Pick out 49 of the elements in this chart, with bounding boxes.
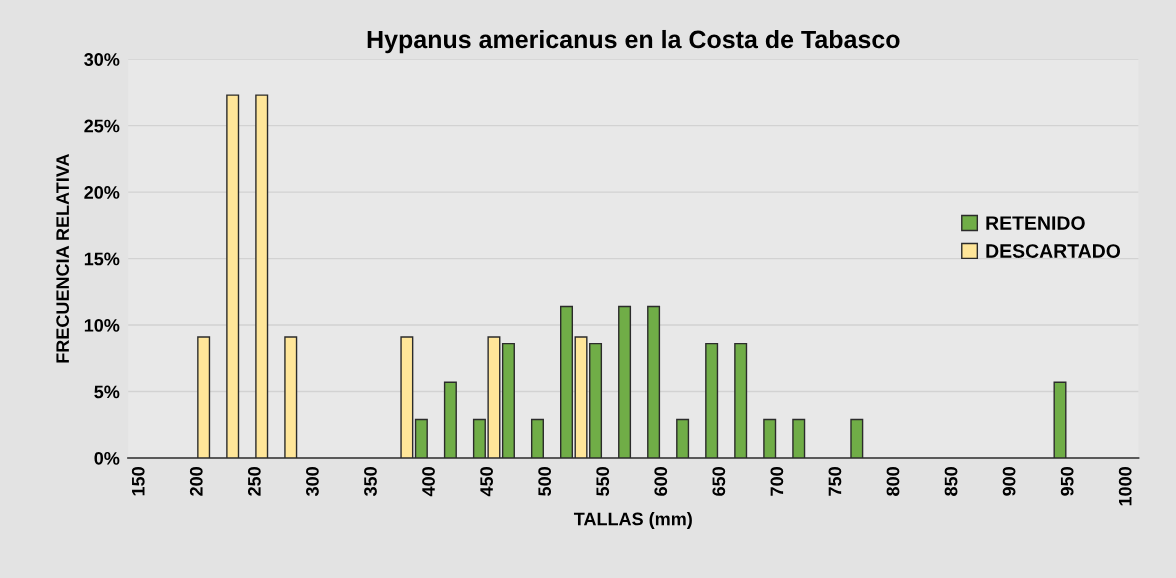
- x-tick-label: 350: [364, 467, 377, 497]
- bar: [792, 418, 806, 459]
- x-tick-label: 500: [538, 467, 552, 496]
- bar: [501, 342, 515, 459]
- y-axis-title: FRECUENCIA RELATIVA: [56, 153, 70, 363]
- x-tick-label: 550: [596, 467, 610, 496]
- x-tick-label: 600: [654, 467, 668, 496]
- bar: [443, 381, 457, 459]
- x-tick-label: 400: [422, 467, 435, 497]
- chart-title: Hypanus americanus en la Costa de Tabasco: [367, 29, 900, 54]
- x-axis-title: TALLAS (mm): [573, 512, 692, 529]
- y-tick-label: 20%: [84, 186, 120, 199]
- bar: [676, 418, 690, 459]
- bar: [618, 305, 632, 459]
- x-tick-label: 150: [131, 467, 145, 496]
- bar: [560, 305, 574, 459]
- bar: [414, 418, 428, 459]
- y-tick-label: 25%: [84, 119, 120, 133]
- bar: [1053, 381, 1067, 459]
- bar: [255, 94, 269, 459]
- x-tick-label: 700: [770, 467, 784, 496]
- x-tick-label: 750: [828, 467, 842, 496]
- y-tick-label: 30%: [84, 53, 120, 66]
- y-tick-label: 0%: [94, 451, 120, 465]
- x-tick-label: 900: [1002, 467, 1016, 496]
- y-tick-label: 5%: [94, 385, 120, 399]
- bar: [530, 418, 544, 459]
- x-tick-label: 250: [247, 467, 261, 496]
- bar: [734, 342, 748, 459]
- x-tick-label: 650: [712, 467, 726, 496]
- x-tick-label: 850: [944, 467, 958, 496]
- bar: [850, 418, 864, 459]
- legend-label: DESCARTADO: [986, 244, 1121, 258]
- bar: [400, 336, 414, 459]
- x-tick-label: 800: [886, 467, 900, 496]
- bar: [284, 336, 298, 459]
- x-tick-label: 1000: [1118, 467, 1132, 506]
- bar: [197, 336, 211, 459]
- x-tick-label: 450: [480, 467, 493, 497]
- bar: [647, 305, 661, 459]
- x-tick-label: 950: [1060, 467, 1074, 496]
- bar: [763, 418, 777, 459]
- x-tick-label: 300: [306, 467, 319, 497]
- legend-label: RETENIDO: [986, 216, 1085, 230]
- bar: [226, 94, 240, 459]
- x-tick-label: 200: [189, 467, 203, 496]
- y-tick-label: 15%: [84, 252, 120, 266]
- bar: [705, 342, 719, 459]
- y-tick-label: 10%: [84, 319, 120, 332]
